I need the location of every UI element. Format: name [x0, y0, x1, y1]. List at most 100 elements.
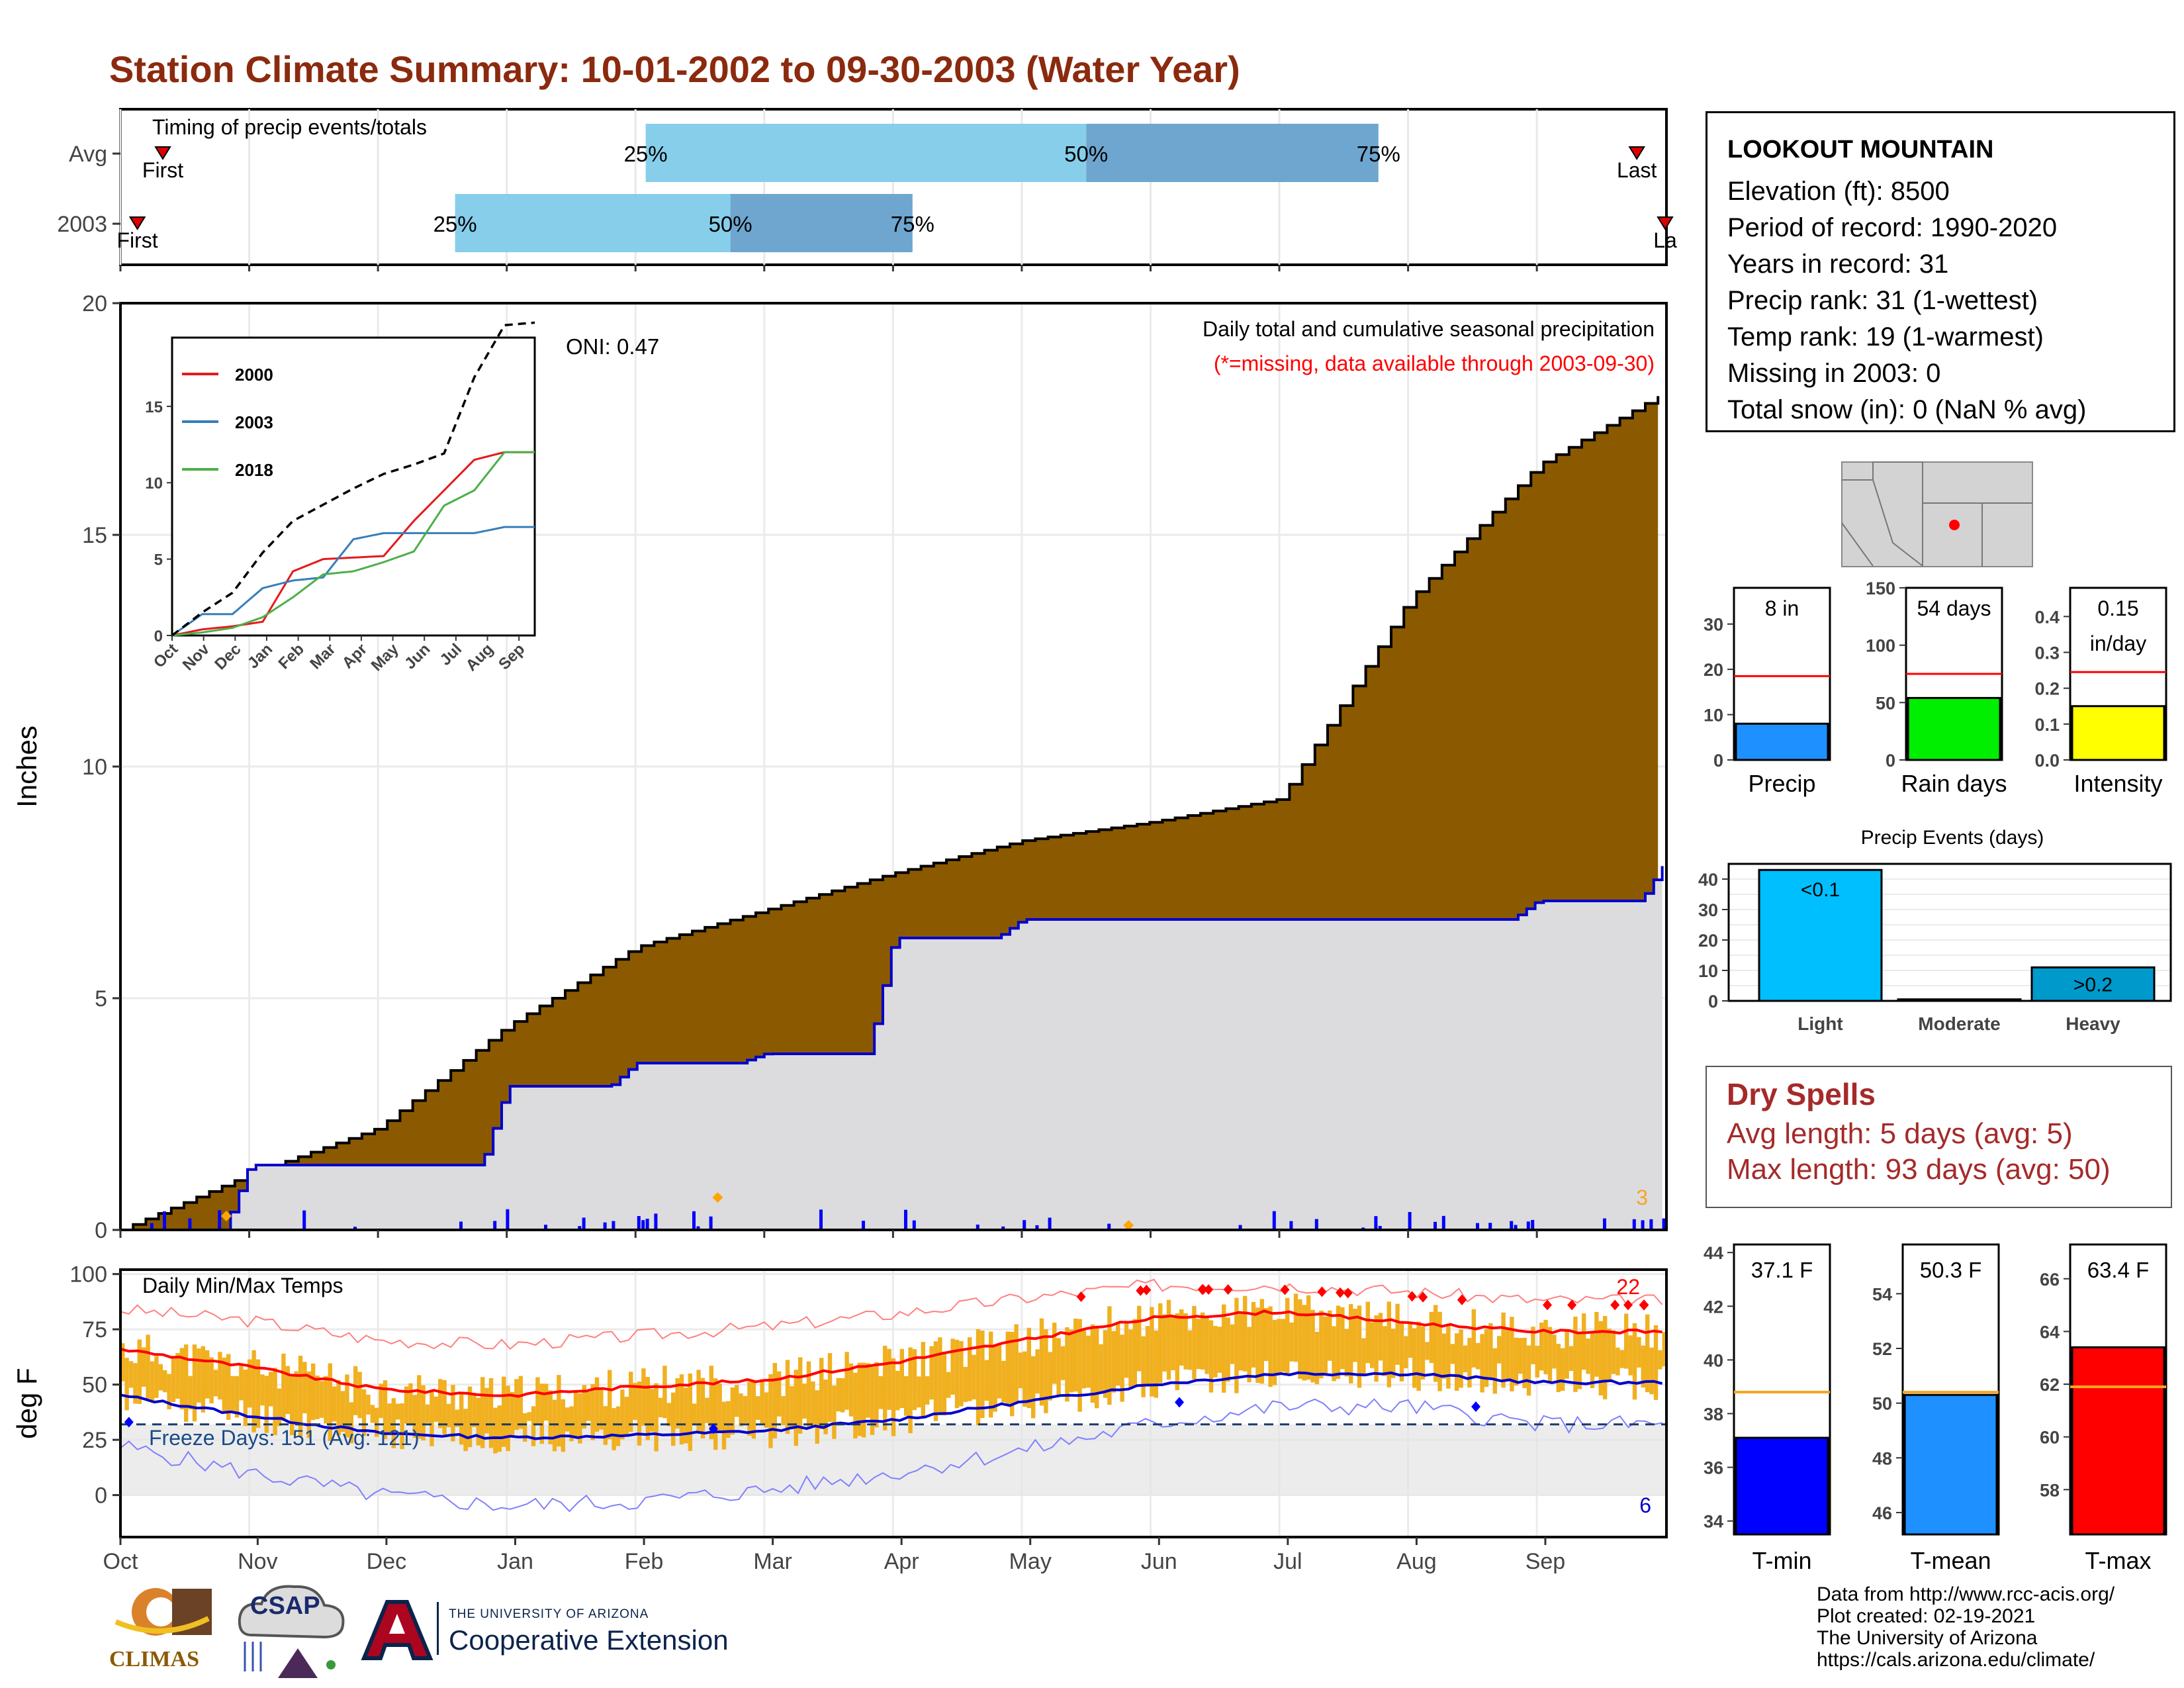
mini-bar-tick-label: 30 — [1704, 615, 1723, 635]
daily-temp-bar — [306, 1371, 311, 1438]
month-label: Jan — [497, 1549, 533, 1574]
daily-precip-bar — [1526, 1221, 1530, 1230]
daily-temp-bar — [1314, 1331, 1320, 1385]
state-borders-icon — [1842, 461, 2032, 567]
daily-temp-bar — [1162, 1314, 1167, 1372]
daily-temp-bar — [946, 1372, 951, 1398]
record-high-marker — [1223, 1284, 1233, 1295]
avg-min-line — [120, 1371, 1663, 1440]
daily-temp-bar — [1374, 1315, 1379, 1382]
daily-temp-bar — [1365, 1301, 1370, 1364]
timing-label: Timing of precip events/totals — [152, 115, 427, 139]
daily-temp-bar — [743, 1395, 748, 1423]
daily-precip-bar — [1476, 1223, 1479, 1230]
daily-temp-bar — [167, 1374, 171, 1410]
daily-temp-bar — [451, 1385, 455, 1442]
daily-temp-bar — [366, 1394, 371, 1415]
daily-temp-bar — [1010, 1331, 1015, 1417]
daily-temp-bar — [844, 1352, 849, 1410]
events-tick-label: 20 — [1698, 931, 1718, 951]
temp-y-tick-label: 75 — [82, 1317, 107, 1342]
daily-temp-bar — [1103, 1330, 1108, 1398]
daily-temp-bar — [205, 1350, 210, 1399]
daily-temp-bar — [1001, 1360, 1006, 1403]
daily-temp-bar — [1531, 1327, 1535, 1364]
temp-bar-tick-label: 60 — [2040, 1428, 2060, 1448]
daily-temp-bar — [874, 1362, 879, 1428]
daily-temp-bar — [1281, 1319, 1285, 1372]
daily-temp-bar — [1446, 1323, 1451, 1389]
timing-p50-label: 50% — [709, 212, 752, 236]
daily-temp-bar — [133, 1363, 138, 1404]
inset-y-tick-label: 15 — [145, 399, 163, 416]
oni-label: ONI: 0.47 — [566, 334, 659, 359]
daily-temp-bar — [1116, 1323, 1120, 1386]
temp-panel: 0 25 50 75 100 deg F Daily Min/Max Temps Freeze… — [11, 1262, 1668, 1574]
daily-temp-bar — [608, 1370, 612, 1440]
daily-temp-bar — [1255, 1307, 1260, 1383]
temp-bar-tick-label: 64 — [2040, 1322, 2060, 1342]
daily-temp-bar — [688, 1373, 692, 1451]
mini-bar-tick-label: 50 — [1876, 693, 1895, 713]
daily-temp-bar — [1018, 1352, 1023, 1389]
daily-temp-bar — [201, 1346, 205, 1413]
daily-temp-bar — [1543, 1319, 1548, 1375]
daily-temp-bar — [488, 1378, 494, 1448]
daily-temp-bar — [1480, 1334, 1484, 1393]
daily-precip-bar — [1488, 1223, 1492, 1230]
daily-temp-bar — [400, 1403, 404, 1450]
daily-temp-bar — [565, 1407, 570, 1432]
daily-temp-bar — [1522, 1337, 1527, 1389]
daily-temp-bar — [921, 1342, 925, 1417]
temp-y-tick-label: 0 — [95, 1483, 107, 1509]
daily-precip-bar — [1531, 1219, 1535, 1230]
daily-temp-bar — [260, 1374, 265, 1406]
max-daily-marker — [221, 1211, 232, 1221]
daily-temp-bar — [645, 1377, 650, 1440]
daily-temp-bar — [315, 1376, 320, 1419]
daily-temp-bar — [175, 1352, 180, 1399]
daily-temp-bar — [802, 1383, 807, 1419]
daily-temp-bar — [552, 1399, 557, 1452]
temperature-bars: 37.1 F 34 36 38 40 42 44 T-min 50.3 F 46 48 50 52 54 T… — [1704, 1243, 2167, 1574]
daily-temp-bar — [1272, 1320, 1277, 1385]
daily-temp-bar — [1158, 1303, 1163, 1383]
temp-bar-tick-label: 40 — [1704, 1350, 1723, 1370]
mini-bar-tick-label: 0 — [1886, 751, 1895, 771]
month-label: Feb — [625, 1549, 664, 1574]
daily-temp-bar — [747, 1382, 752, 1436]
daily-temp-bar — [1205, 1316, 1209, 1374]
daily-temp-bar — [1099, 1344, 1103, 1392]
mini-bar-tick-label: 0.2 — [2034, 679, 2060, 699]
daily-temp-bar — [370, 1405, 375, 1423]
daily-precip-bar — [150, 1223, 154, 1230]
daily-temp-bar — [590, 1383, 595, 1440]
daily-temp-bar — [1484, 1329, 1489, 1387]
inset-legend-label: 2018 — [235, 460, 273, 480]
first-event-label: First — [142, 158, 183, 182]
daily-temp-bar — [1095, 1327, 1099, 1409]
daily-temp-bar — [1222, 1304, 1226, 1393]
daily-temp-bar — [760, 1379, 764, 1424]
daily-temp-bar — [777, 1371, 782, 1417]
daily-temp-bar — [1259, 1299, 1264, 1384]
temp-bar-label: T-min — [1752, 1547, 1812, 1574]
daily-temp-bar — [430, 1390, 434, 1446]
daily-temp-bar — [950, 1338, 955, 1395]
temp-bar-t-min — [1735, 1436, 1829, 1536]
timing-p25-label: 25% — [433, 212, 477, 236]
mini-bar-tick-label: 0.1 — [2034, 715, 2060, 735]
daily-temp-bar — [684, 1387, 688, 1444]
daily-temp-bar — [218, 1352, 222, 1400]
daily-precip-bar — [641, 1220, 645, 1230]
dry-spells-title: Dry Spells — [1727, 1077, 1876, 1111]
daily-precip-bar — [637, 1216, 641, 1230]
daily-temp-bar — [1615, 1347, 1620, 1376]
record-high-marker — [1457, 1294, 1467, 1305]
climas-logo-text: CLIMAS — [109, 1647, 200, 1671]
daily-temp-bar — [1624, 1313, 1629, 1369]
daily-temp-bar — [866, 1363, 870, 1418]
daily-temp-bar — [1556, 1344, 1561, 1393]
daily-temp-bar — [438, 1379, 443, 1429]
